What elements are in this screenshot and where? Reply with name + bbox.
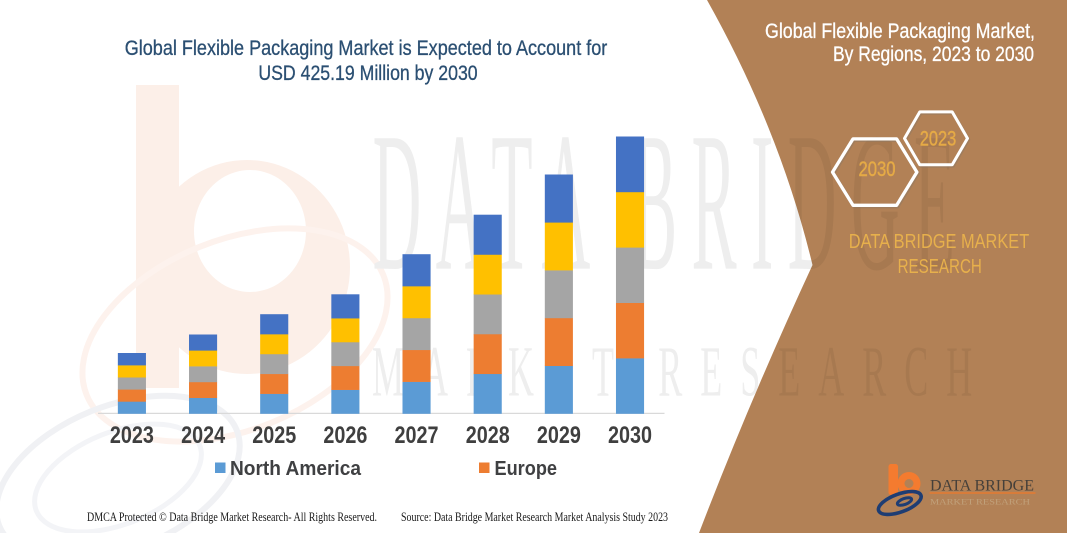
svg-text:2025: 2025 bbox=[252, 422, 296, 449]
svg-text:Source: Data Bridge Market Res: Source: Data Bridge Market Research Mark… bbox=[401, 510, 668, 524]
svg-text:2028: 2028 bbox=[466, 422, 510, 449]
svg-text:Europe: Europe bbox=[495, 458, 558, 480]
svg-text:DMCA Protected © Data Bridge M: DMCA Protected © Data Bridge Market Rese… bbox=[87, 510, 377, 524]
svg-text:DATA BRIDGE MARKET: DATA BRIDGE MARKET bbox=[849, 231, 1029, 253]
svg-text:2027: 2027 bbox=[395, 422, 439, 449]
svg-text:2030: 2030 bbox=[608, 422, 652, 449]
svg-text:MARKET RESEARCH: MARKET RESEARCH bbox=[930, 497, 1030, 507]
svg-text:2029: 2029 bbox=[537, 422, 581, 449]
svg-text:Global Flexible Packaging Mark: Global Flexible Packaging Market, bbox=[765, 20, 1035, 43]
svg-text:2023: 2023 bbox=[110, 422, 154, 449]
svg-text:RESEARCH: RESEARCH bbox=[898, 256, 982, 278]
svg-text:2023: 2023 bbox=[920, 128, 957, 151]
svg-text:DATA BRIDGE: DATA BRIDGE bbox=[930, 478, 1034, 495]
svg-text:North America: North America bbox=[230, 458, 362, 480]
svg-text:USD 425.19 Million by 2030: USD 425.19 Million by 2030 bbox=[258, 62, 477, 85]
svg-text:2030: 2030 bbox=[858, 158, 895, 181]
svg-text:By Regions, 2023 to 2030: By Regions, 2023 to 2030 bbox=[833, 43, 1034, 66]
svg-text:2026: 2026 bbox=[323, 422, 367, 449]
svg-text:Global Flexible Packaging Mark: Global Flexible Packaging Market is Expe… bbox=[125, 37, 608, 60]
svg-text:2024: 2024 bbox=[181, 422, 226, 449]
